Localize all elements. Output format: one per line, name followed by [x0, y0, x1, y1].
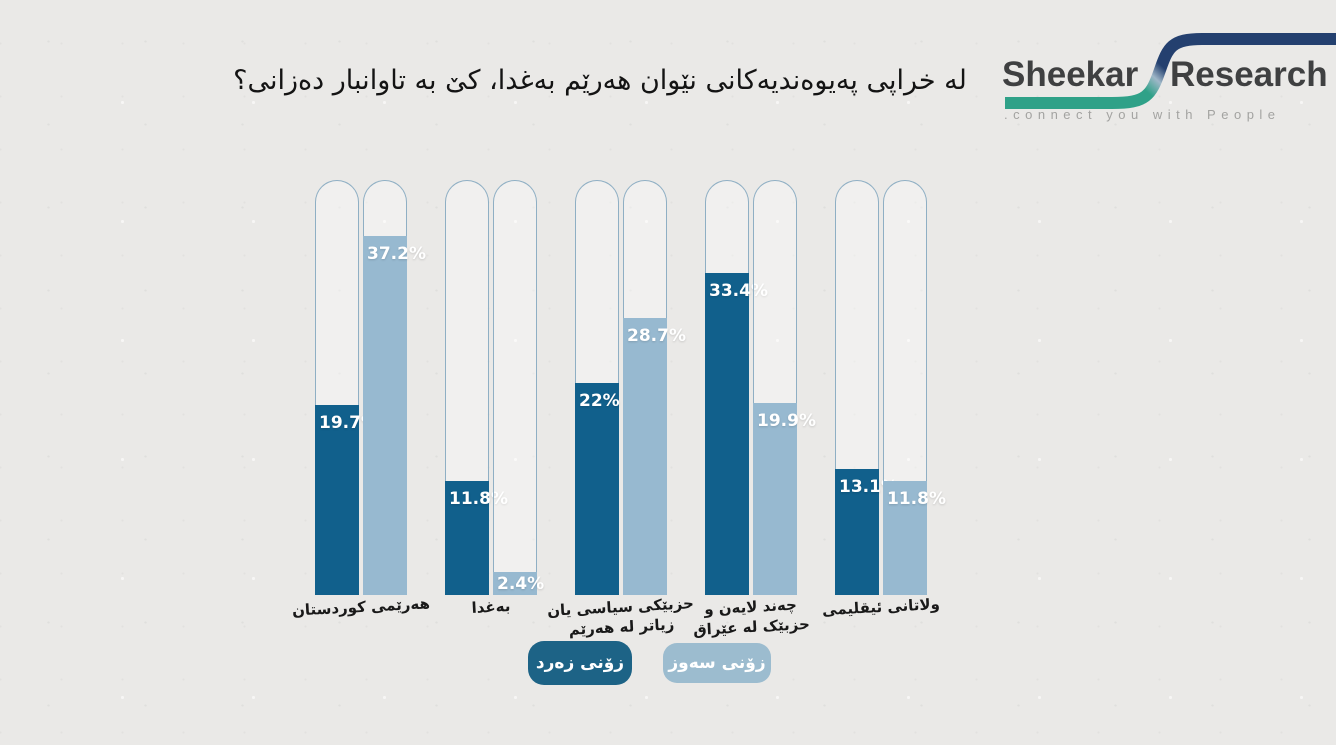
bar-value-label-green-zone-cat3: 19.9%: [757, 411, 816, 431]
bar-green-zone-cat2: 28.7%: [623, 318, 686, 595]
legend-item-yellow-zone: زۆنی زەرد: [528, 641, 632, 685]
bar-green-zone-cat1: 2.4%: [493, 572, 544, 595]
bar-green-zone-cat0: 37.2%: [363, 236, 426, 595]
legend-item-green-zone: زۆنی سەوز: [663, 643, 771, 683]
bar-value-label-green-zone-cat0: 37.2%: [367, 244, 426, 264]
bar-yellow-zone-cat0: 19.7%: [315, 405, 378, 595]
bar-yellow-zone-cat4: 13.1%: [835, 469, 898, 595]
bar-value-label-green-zone-cat4: 11.8%: [887, 489, 946, 509]
tube-green-zone-cat4: 11.8%: [883, 180, 946, 595]
tube-yellow-zone-cat3: 33.4%: [705, 180, 768, 595]
chart-title: له خراپی پەیوەندیەکانی نێوان هەرێم بەغدا…: [233, 65, 967, 96]
bar-yellow-zone-cat1: 11.8%: [445, 481, 508, 595]
tube-yellow-zone-cat0: 19.7%: [315, 180, 378, 595]
legend-label-green-zone: زۆنی سەوز: [668, 653, 766, 673]
tube-yellow-zone-cat1: 11.8%: [445, 180, 508, 595]
tube-yellow-zone-cat2: 22%: [575, 180, 620, 595]
logo-swoosh-icon: [1005, 33, 1336, 109]
tube-green-zone-cat3: 19.9%: [753, 180, 816, 595]
logo-brand-research: Research: [1170, 55, 1328, 94]
tube-green-zone-cat0: 37.2%: [363, 180, 426, 595]
tube-green-zone-cat2: 28.7%: [623, 180, 686, 595]
bar-yellow-zone-cat2: 22%: [575, 383, 620, 595]
bar-value-label-green-zone-cat2: 28.7%: [627, 326, 686, 346]
logo-brand-sheekar: Sheekar: [1002, 55, 1139, 94]
bar-yellow-zone-cat3: 33.4%: [705, 273, 768, 595]
tube-yellow-zone-cat4: 13.1%: [835, 180, 898, 595]
bar-green-zone-cat3: 19.9%: [753, 403, 816, 595]
logo: Sheekar Research .connect you with Peopl…: [1000, 25, 1336, 137]
bar-green-zone-cat4: 11.8%: [883, 481, 946, 595]
bar-value-label-green-zone-cat1: 2.4%: [497, 574, 545, 594]
logo-tagline: .connect you with People: [1004, 107, 1281, 122]
legend-label-yellow-zone: زۆنی زەرد: [535, 653, 625, 673]
bar-value-label-yellow-zone-cat2: 22%: [579, 391, 620, 411]
tube-green-zone-cat1: 2.4%: [493, 180, 544, 595]
